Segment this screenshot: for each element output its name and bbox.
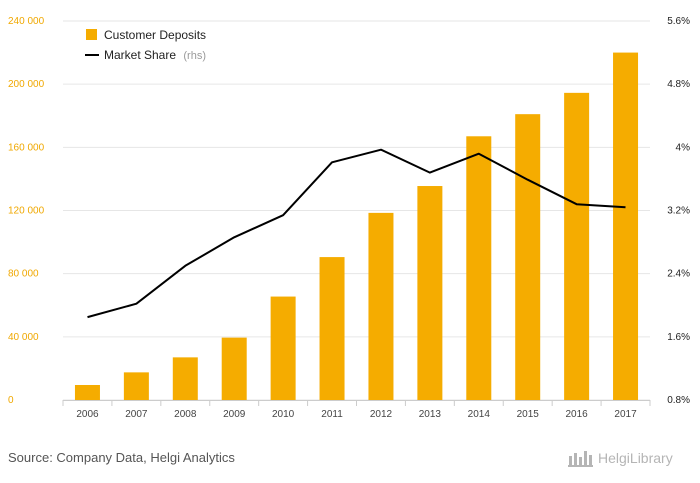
y-right-tick-label: 0.8%: [667, 395, 690, 406]
y-left-tick-label: 0: [8, 395, 14, 406]
bar: [319, 257, 345, 400]
bar: [221, 337, 247, 400]
brand-name: HelgiLibrary: [598, 450, 673, 466]
bar: [172, 357, 198, 400]
y-right-tick-label: 4.8%: [667, 79, 690, 90]
bar: [417, 186, 443, 400]
y-right-tick-label: 3.2%: [667, 206, 690, 217]
x-tick-label: 2006: [76, 409, 99, 420]
y-axis-right: 0.8% 1.6% 2.4% 3.2% 4% 4.8% 5.6%: [667, 16, 690, 406]
bar: [270, 296, 296, 400]
x-tick-label: 2013: [419, 409, 442, 420]
source-note: Source: Company Data, Helgi Analytics: [8, 450, 235, 465]
x-tick-label: 2014: [468, 409, 491, 420]
x-tick-label: 2015: [517, 409, 540, 420]
y-left-tick-label: 200 000: [8, 79, 45, 90]
bar-series-customer-deposits: [74, 52, 639, 400]
y-right-tick-label: 2.4%: [667, 269, 690, 280]
line-series-market-share: [87, 148, 626, 319]
x-tick-label: 2007: [125, 409, 148, 420]
bar: [74, 384, 100, 400]
grid-lines: [63, 20, 650, 401]
y-left-tick-label: 160 000: [8, 142, 45, 153]
brand-logo: HelgiLibrary: [568, 449, 673, 467]
y-left-tick-label: 120 000: [8, 206, 45, 217]
x-axis: 2006 2007 2008 2009 2010 2011 2012 2013 2014 2015…: [62, 400, 651, 420]
bar: [123, 372, 149, 400]
y-axis-left: 0 40 000 80 000 120 000 160 000 200 000 240 00…: [8, 16, 45, 406]
x-tick-label: 2010: [272, 409, 295, 420]
bar: [368, 212, 394, 400]
bar: [613, 52, 639, 400]
x-tick-label: 2016: [566, 409, 589, 420]
legend-label-rhs: (rhs): [183, 50, 206, 62]
chart: 0 40 000 80 000 120 000 160 000 200 000 240 00…: [8, 16, 690, 420]
y-right-tick-label: 5.6%: [667, 16, 690, 27]
bar: [515, 114, 541, 400]
bar: [564, 92, 590, 400]
legend-swatch-customer-deposits: [86, 29, 97, 40]
x-tick-label: 2012: [370, 409, 393, 420]
library-icon: [568, 451, 593, 467]
y-left-tick-label: 240 000: [8, 16, 45, 27]
y-left-tick-label: 80 000: [8, 269, 39, 280]
y-right-tick-label: 4%: [676, 142, 691, 153]
x-tick-label: 2017: [614, 409, 637, 420]
y-left-tick-label: 40 000: [8, 332, 39, 343]
x-tick-label: 2009: [223, 409, 246, 420]
x-tick-label: 2008: [174, 409, 197, 420]
legend: Customer Deposits Market Share (rhs): [85, 28, 206, 62]
x-tick-label: 2011: [321, 409, 343, 420]
y-right-tick-label: 1.6%: [667, 332, 690, 343]
svg-text:Market Share (rhs): Market Share (rhs): [104, 48, 206, 62]
legend-label-market-share: Market Share: [104, 48, 176, 62]
bar: [466, 136, 492, 400]
legend-label-customer-deposits: Customer Deposits: [104, 28, 206, 42]
